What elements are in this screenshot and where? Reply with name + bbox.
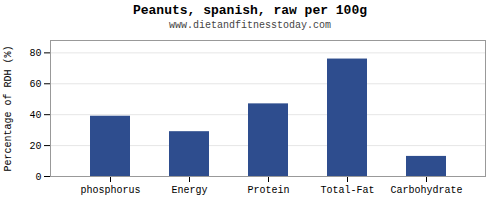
svg-text:Protein: Protein [247,185,289,196]
html-text:Peanuts, spanish, raw per 100g: Peanuts, spanish, raw per 100g [133,3,367,18]
svg-text:60: 60 [29,79,41,90]
svg-text:20: 20 [29,141,41,152]
svg-text:0: 0 [35,172,41,183]
html-text:www.dietandfitnesstoday.com: www.dietandfitnesstoday.com [169,20,331,31]
svg-text:phosphorus: phosphorus [80,185,140,196]
svg-text:80: 80 [29,48,41,59]
svg-text:40: 40 [29,110,41,121]
svg-text:Energy: Energy [171,185,207,196]
svg-text:Carbohydrate: Carbohydrate [390,185,462,196]
svg-text:Percentage of RDH (%): Percentage of RDH (%) [3,45,14,171]
svg-text:Total-Fat: Total-Fat [320,185,374,196]
